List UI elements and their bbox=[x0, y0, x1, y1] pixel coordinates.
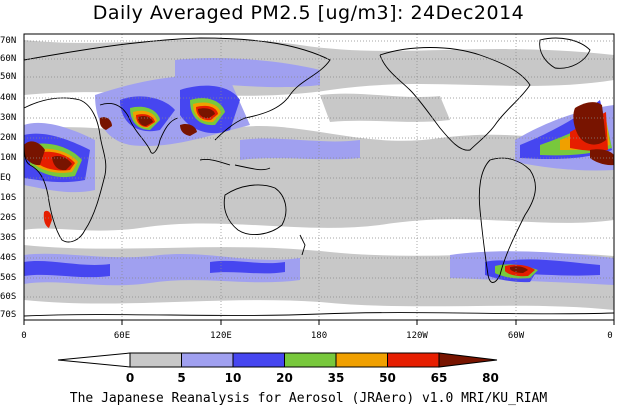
colorbar-label: 80 bbox=[482, 371, 499, 385]
footer-credit: The Japanese Reanalysis for Aerosol (JRA… bbox=[69, 391, 548, 406]
lon-label: 60E bbox=[113, 331, 131, 341]
lon-label: 0 bbox=[607, 331, 613, 341]
lat-label: 20S bbox=[0, 213, 17, 223]
colorbar-swatch bbox=[335, 352, 388, 368]
lat-label: 20N bbox=[0, 133, 17, 143]
lon-label: 120E bbox=[210, 331, 232, 341]
lat-label: 10N bbox=[0, 153, 17, 163]
colorbar-label: 0 bbox=[125, 371, 135, 385]
map-title: Daily Averaged PM2.5 [ug/m3]: 24Dec2014 bbox=[92, 2, 525, 24]
coastlines bbox=[24, 37, 614, 317]
colorbar-label: 50 bbox=[379, 371, 396, 385]
colorbar-label: 35 bbox=[327, 371, 345, 385]
lon-label: 180 bbox=[310, 331, 328, 341]
lat-label: 70S bbox=[0, 310, 17, 320]
grid-lines bbox=[24, 34, 614, 320]
colorbar-swatch bbox=[181, 352, 234, 368]
lat-label: 30S bbox=[0, 233, 17, 243]
colorbar-label: 65 bbox=[430, 371, 448, 385]
colorbar-label: 5 bbox=[177, 371, 186, 385]
colorbar-label: 10 bbox=[224, 371, 242, 385]
lat-label: 40N bbox=[0, 93, 17, 103]
lat-label: 60N bbox=[0, 54, 17, 64]
colorbar-over-triangle bbox=[438, 352, 498, 368]
colorbar-swatch bbox=[232, 352, 285, 368]
field-band-80 bbox=[24, 102, 614, 273]
lon-label: 0 bbox=[21, 331, 27, 341]
lon-label: 60W bbox=[507, 331, 525, 341]
colorbar-under-triangle bbox=[57, 352, 131, 368]
lat-label: 30N bbox=[0, 113, 17, 123]
colorbar-swatch bbox=[129, 352, 182, 368]
colorbar-swatch bbox=[387, 352, 440, 368]
colorbar-label: 20 bbox=[276, 371, 293, 385]
lat-label: EQ bbox=[0, 173, 11, 183]
lat-label: 60S bbox=[0, 292, 17, 302]
colorbar-swatch bbox=[284, 352, 337, 368]
lat-label: 40S bbox=[0, 253, 17, 263]
lon-label: 120W bbox=[406, 331, 428, 341]
lat-label: 50N bbox=[0, 72, 17, 82]
axis-ticks bbox=[23, 320, 615, 325]
lat-label: 50S bbox=[0, 273, 17, 283]
lat-label: 10S bbox=[0, 193, 17, 203]
lat-label: 70N bbox=[0, 36, 17, 46]
colorbar bbox=[57, 352, 498, 368]
